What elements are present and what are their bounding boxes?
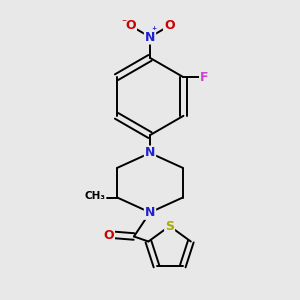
Text: O: O: [164, 19, 175, 32]
Text: CH₃: CH₃: [85, 191, 106, 201]
Text: S: S: [165, 220, 174, 232]
Text: O: O: [125, 19, 136, 32]
Text: N: N: [145, 146, 155, 160]
Text: O: O: [103, 229, 114, 242]
Text: N: N: [145, 206, 155, 219]
Text: F: F: [200, 71, 208, 84]
Text: ⁻: ⁻: [122, 18, 127, 28]
Text: N: N: [145, 31, 155, 44]
Text: ⁺: ⁺: [152, 26, 157, 35]
